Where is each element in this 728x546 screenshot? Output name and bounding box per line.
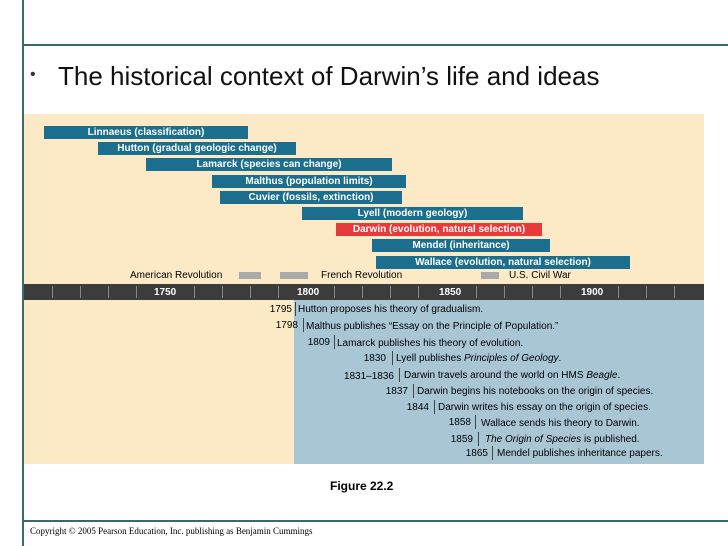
axis-tick (618, 286, 619, 298)
event-text: Hutton proposes his theory of gradualism… (298, 304, 484, 315)
american-revolution-bar (239, 272, 261, 279)
event-text: Lamarck publishes his theory of evolutio… (337, 338, 524, 349)
event-text: Lyell publishes Principles of Geology. (396, 353, 561, 364)
event-text-emphasis: Principles of Geology (464, 353, 559, 364)
event-text: Wallace sends his theory to Darwin. (481, 418, 640, 429)
event-text: Malthus publishes “Essay on the Principl… (306, 321, 559, 332)
bar-lyell: Lyell (modern geology) (302, 207, 523, 220)
event-text-emphasis: The Origin of Species (485, 434, 582, 445)
axis-tick (362, 286, 363, 298)
event-text-part: . (558, 353, 562, 364)
event-year: 1865 (465, 448, 488, 459)
left-rule (22, 0, 24, 546)
axis-tick (532, 286, 533, 298)
event-text: The Origin of Species is published. (485, 434, 640, 445)
bar-linnaeus: Linnaeus (classification) (44, 126, 248, 139)
figure-caption: Figure 22.2 (330, 479, 394, 493)
axis-tick (194, 286, 195, 298)
slide-title: The historical context of Darwin’s life … (58, 61, 600, 91)
bar-hutton: Hutton (gradual geologic change) (98, 142, 296, 155)
bar-mendel: Mendel (inheritance) (372, 239, 550, 252)
axis-tick (80, 286, 81, 298)
event-year: 1859 (450, 434, 473, 445)
event-marker (492, 446, 493, 460)
axis-tick (250, 286, 251, 298)
axis-tick (108, 286, 109, 298)
axis-tick (504, 286, 505, 298)
event-year: 1844 (406, 402, 429, 413)
event-text: Darwin begins his notebooks on the origi… (417, 386, 654, 397)
event-marker (413, 384, 414, 398)
events-panel (294, 300, 704, 464)
axis-tick (222, 286, 223, 298)
axis-tick (52, 286, 53, 298)
event-marker (392, 351, 393, 365)
event-text-emphasis: Beagle (586, 370, 618, 381)
event-text: Darwin writes his essay on the origin of… (438, 402, 651, 413)
event-text: Darwin travels around the world on HMS B… (404, 370, 620, 381)
civil-war-bar (481, 272, 499, 279)
bar-darwin: Darwin (evolution, natural selection) (336, 223, 542, 236)
event-year: 1795 (269, 304, 292, 315)
event-text-part: . (617, 370, 621, 381)
event-year: 1830 (363, 353, 386, 364)
event-marker (434, 400, 435, 414)
top-rule (22, 44, 728, 46)
event-year: 1798 (275, 320, 298, 331)
bullet-marker: • (30, 66, 36, 83)
axis-label-1900: 1900 (581, 287, 604, 298)
axis-tick (136, 286, 137, 298)
bar-cuvier: Cuvier (fossils, extinction) (220, 191, 402, 204)
french-revolution-bar (280, 272, 308, 279)
axis-label-1750: 1750 (154, 287, 177, 298)
axis-tick (334, 286, 335, 298)
event-marker (478, 432, 479, 446)
event-marker (303, 318, 304, 332)
bar-lamarck: Lamarck (species can change) (146, 158, 392, 171)
event-text-part: Darwin travels around the world on HMS (404, 370, 587, 381)
axis-label-1800: 1800 (297, 287, 320, 298)
event-marker (399, 368, 400, 382)
civil-war-label: U.S. Civil War (509, 270, 571, 281)
french-revolution-label: French Revolution (321, 270, 403, 281)
event-text-part: is published. (581, 434, 640, 445)
bottom-rule (22, 520, 728, 522)
event-year: 1831–1836 (343, 371, 394, 382)
axis-tick (476, 286, 477, 298)
event-marker (295, 302, 296, 316)
lower-left-panel (24, 300, 294, 464)
american-revolution-label: American Revolution (130, 270, 223, 281)
event-year: 1858 (448, 417, 471, 428)
timeline-figure: Linnaeus (classification) Hutton (gradua… (24, 114, 704, 464)
copyright-notice: Copyright © 2005 Pearson Education, Inc.… (30, 526, 313, 536)
event-text-part: Lyell publishes (396, 353, 465, 364)
event-marker (475, 415, 476, 429)
bar-wallace: Wallace (evolution, natural selection) (376, 256, 630, 269)
axis-tick (646, 286, 647, 298)
event-text: Mendel publishes inheritance papers. (497, 448, 663, 459)
axis-tick (560, 286, 561, 298)
event-year: 1837 (385, 386, 408, 397)
axis-tick (674, 286, 675, 298)
event-year: 1809 (307, 337, 330, 348)
axis-tick (390, 286, 391, 298)
axis-tick (418, 286, 419, 298)
bar-malthus: Malthus (population limits) (212, 175, 406, 188)
axis-tick (278, 286, 279, 298)
event-marker (334, 335, 335, 349)
axis-label-1850: 1850 (439, 287, 462, 298)
